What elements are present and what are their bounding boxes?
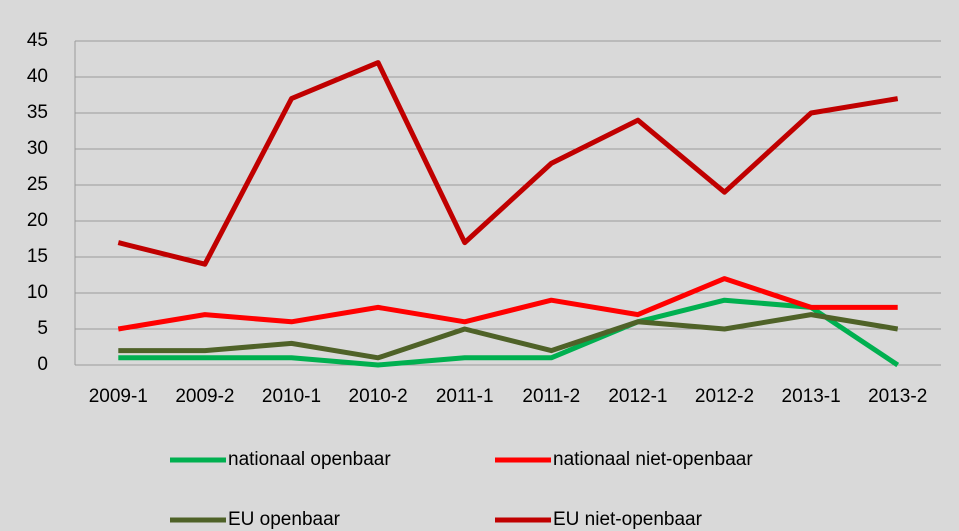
y-tick-label: 0 <box>37 354 48 375</box>
x-tick-label: 2010-1 <box>262 386 321 407</box>
y-tick-label: 40 <box>27 66 48 87</box>
line-series <box>117 60 899 267</box>
line-series <box>118 297 900 368</box>
legend-label: nationaal niet-openbaar <box>553 449 753 470</box>
y-tick-label: 20 <box>27 210 48 231</box>
x-tick-label: 2013-2 <box>868 386 927 407</box>
y-tick-label: 35 <box>27 102 48 123</box>
y-tick-label: 10 <box>27 282 48 303</box>
y-tick-label: 45 <box>27 30 48 51</box>
legend-label: EU openbaar <box>228 509 341 530</box>
legend-label: nationaal openbaar <box>228 449 391 470</box>
y-tick-label: 30 <box>27 138 48 159</box>
x-tick-label: 2012-2 <box>695 386 754 407</box>
x-tick-label: 2010-2 <box>349 386 408 407</box>
line-series <box>118 312 899 361</box>
legend-label: EU niet-openbaar <box>553 509 703 530</box>
x-tick-label: 2011-2 <box>522 386 580 407</box>
x-tick-label: 2012-1 <box>608 386 667 407</box>
y-tick-label: 5 <box>37 318 48 339</box>
x-tick-label: 2009-2 <box>175 386 234 407</box>
x-tick-label: 2011-1 <box>436 386 494 407</box>
y-tick-label: 15 <box>27 246 48 267</box>
y-tick-label: 25 <box>27 174 48 195</box>
x-tick-label: 2013-1 <box>782 386 841 407</box>
line-series <box>117 276 898 332</box>
x-tick-label: 2009-1 <box>89 386 148 407</box>
